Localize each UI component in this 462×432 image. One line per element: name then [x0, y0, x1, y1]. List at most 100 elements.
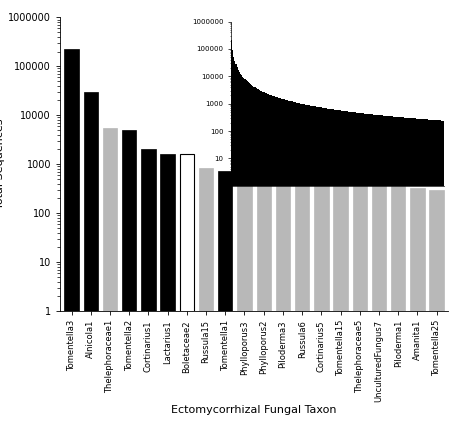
Bar — [260, 90, 261, 432]
Bar — [231, 40, 232, 432]
Bar — [370, 114, 371, 432]
Bar — [199, 168, 213, 432]
Bar — [418, 119, 419, 432]
Bar — [353, 183, 367, 432]
Bar — [388, 116, 389, 432]
Bar — [238, 70, 239, 432]
Bar — [421, 119, 422, 432]
Bar — [411, 118, 412, 432]
Bar — [330, 109, 332, 432]
Bar — [269, 95, 270, 432]
Bar — [392, 117, 393, 432]
Bar — [286, 100, 287, 432]
Bar — [236, 64, 237, 432]
Bar — [402, 118, 403, 432]
Bar — [343, 111, 344, 432]
Bar — [289, 101, 290, 432]
Bar — [244, 79, 245, 432]
Bar — [318, 107, 319, 432]
Bar — [314, 106, 315, 432]
Bar — [323, 108, 324, 432]
Bar — [340, 111, 342, 432]
Bar — [401, 118, 402, 432]
Bar — [404, 118, 406, 432]
Bar — [395, 117, 396, 432]
Bar — [383, 116, 384, 432]
Bar — [234, 61, 236, 432]
Bar — [103, 128, 117, 432]
Bar — [367, 114, 369, 432]
Bar — [410, 118, 411, 432]
Bar — [249, 83, 250, 432]
Bar — [384, 116, 385, 432]
Bar — [356, 113, 358, 432]
Bar — [337, 110, 338, 432]
Bar — [262, 92, 263, 432]
Bar — [84, 92, 98, 432]
Bar — [432, 120, 433, 432]
Bar — [290, 101, 292, 432]
Bar — [294, 102, 295, 432]
Bar — [279, 98, 280, 432]
Bar — [232, 50, 233, 432]
Bar — [257, 89, 258, 432]
Bar — [372, 114, 373, 432]
Bar — [426, 119, 427, 432]
Bar — [354, 112, 355, 432]
Bar — [248, 83, 249, 432]
Bar — [307, 105, 308, 432]
Bar — [438, 121, 439, 432]
Bar — [389, 116, 390, 432]
Bar — [304, 104, 305, 432]
Bar — [263, 92, 265, 432]
Bar — [314, 179, 328, 432]
Bar — [266, 93, 267, 432]
Bar — [259, 90, 260, 432]
Bar — [355, 112, 356, 432]
Bar — [347, 111, 348, 432]
Bar — [160, 154, 175, 432]
Bar — [344, 111, 345, 432]
Bar — [242, 76, 243, 432]
Bar — [375, 115, 377, 432]
Bar — [281, 99, 282, 432]
Bar — [350, 112, 351, 432]
Bar — [292, 102, 294, 432]
Bar — [359, 113, 361, 432]
Bar — [437, 120, 438, 432]
Bar — [345, 111, 346, 432]
Bar — [391, 186, 405, 432]
Bar — [394, 117, 395, 432]
Bar — [391, 116, 392, 432]
Bar — [425, 119, 426, 432]
Bar — [429, 120, 430, 432]
Bar — [380, 115, 381, 432]
Bar — [348, 111, 350, 432]
Bar — [435, 120, 436, 432]
Bar — [412, 118, 413, 432]
Bar — [282, 99, 284, 432]
Bar — [250, 84, 251, 432]
X-axis label: Ectomycorrhizal Fungal Taxon: Ectomycorrhizal Fungal Taxon — [171, 405, 337, 415]
Bar — [338, 110, 340, 432]
Bar — [309, 105, 310, 432]
Bar — [265, 92, 266, 432]
Bar — [313, 106, 314, 432]
Bar — [433, 120, 435, 432]
Bar — [328, 109, 329, 432]
Bar — [400, 117, 401, 432]
Bar — [299, 103, 300, 432]
Bar — [363, 114, 364, 432]
Bar — [440, 121, 441, 432]
Bar — [297, 103, 298, 432]
Bar — [306, 105, 307, 432]
Bar — [141, 149, 156, 432]
Bar — [325, 108, 326, 432]
Bar — [295, 102, 296, 432]
Bar — [362, 113, 363, 432]
Bar — [300, 104, 302, 432]
Bar — [366, 114, 367, 432]
Bar — [303, 104, 304, 432]
Bar — [319, 107, 321, 432]
Bar — [361, 113, 362, 432]
